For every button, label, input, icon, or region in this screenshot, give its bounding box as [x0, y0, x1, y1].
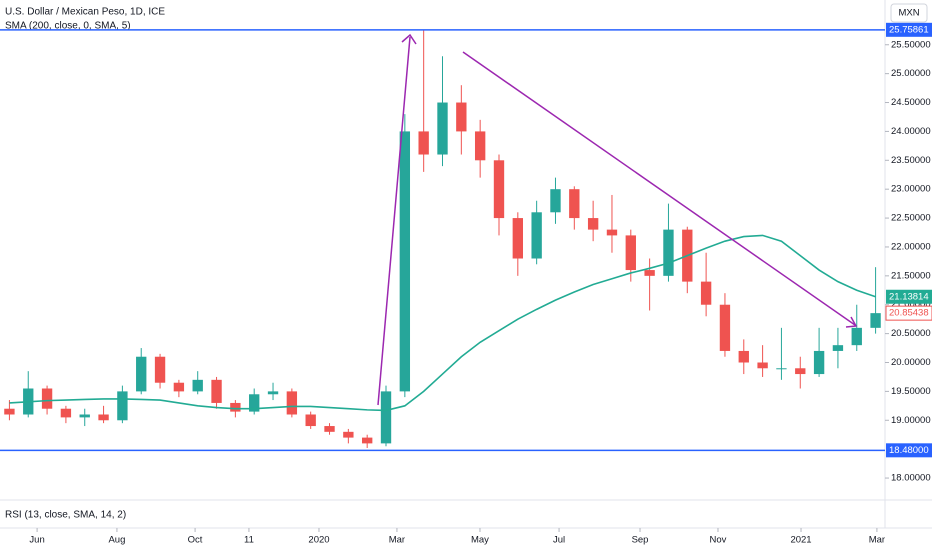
candle-body [267, 391, 279, 395]
currency-button[interactable] [890, 3, 928, 23]
rsi-label: RSI (13, close, SMA, 14, 2) [5, 510, 126, 521]
candle-body [324, 426, 335, 432]
indicator-label: SMA (200, close, 0, SMA, 5) [5, 21, 131, 32]
price-tag-label: 18.48000 [889, 445, 929, 456]
arrow-head [845, 316, 858, 328]
y-tick-label: 21.50000 [891, 270, 931, 281]
y-tick-label: 18.00000 [891, 473, 931, 484]
candle-body [437, 102, 448, 155]
candle-body [380, 391, 392, 444]
x-tick-label: 11 [244, 535, 254, 546]
x-tick-label: Jun [29, 535, 44, 546]
candle-body [832, 345, 844, 351]
trend-arrow [462, 51, 856, 326]
trend-arrow [377, 36, 411, 406]
price-tag [886, 443, 932, 458]
candle-body [60, 408, 72, 418]
candle-body [41, 388, 53, 409]
x-tick-label: Aug [108, 535, 125, 546]
y-tick-label: 23.00000 [891, 184, 931, 195]
candle-body [644, 270, 655, 276]
candle-body [211, 379, 222, 403]
candle-body [192, 379, 203, 392]
sma-tag [886, 289, 932, 304]
candle-body [343, 431, 354, 438]
candle-body [587, 218, 599, 230]
y-tick-label: 24.50000 [891, 97, 931, 108]
candle-body [550, 189, 561, 213]
candle-body [700, 281, 712, 305]
candle-body [230, 402, 241, 412]
x-tick-label: Mar [869, 535, 885, 546]
candle-body [512, 218, 523, 259]
close-tag [885, 305, 932, 321]
x-tick-label: Nov [710, 535, 727, 546]
candle-body [625, 235, 636, 271]
y-tick-label: 23.50000 [891, 155, 931, 166]
candle-body [738, 350, 749, 363]
candle-body [776, 368, 787, 370]
x-tick-label: Mar [389, 535, 405, 546]
plot [4, 29, 881, 449]
candle-body [606, 229, 618, 236]
candle-body [249, 394, 260, 412]
chart-title: U.S. Dollar / Mexican Peso, 1D, ICE [5, 7, 165, 18]
y-tick-label: 21.00000 [891, 299, 931, 310]
candle-body [795, 368, 806, 375]
candle-body [154, 356, 166, 383]
y-tick-label: 20.00000 [891, 357, 931, 368]
y-tick-label: 22.00000 [891, 241, 931, 252]
y-tick-label: 19.00000 [891, 415, 931, 426]
x-tick-label: May [471, 535, 489, 546]
arrow-head [401, 33, 417, 45]
x-tick-label: Sep [632, 535, 649, 546]
candle-body [4, 408, 15, 415]
candle-body [456, 102, 467, 132]
y-tick-label: 19.50000 [891, 386, 931, 397]
candle-body [362, 437, 373, 444]
x-tick-label: 2021 [790, 535, 811, 546]
candle-body [493, 160, 505, 219]
candle-body [117, 391, 128, 421]
currency-label[interactable]: MXN [898, 8, 919, 19]
candle-body [286, 391, 298, 415]
price-tag [886, 22, 932, 37]
y-tick-label: 22.50000 [891, 213, 931, 224]
candle-body [418, 131, 429, 155]
y-tick-label: 25.50000 [891, 39, 931, 50]
drawings [377, 33, 858, 406]
candle-body [870, 313, 881, 328]
candle-body [136, 356, 147, 392]
x-tick-label: 2020 [308, 535, 329, 546]
sma-tag-label: 21.13814 [889, 291, 929, 302]
price-tag-label: 25.75861 [889, 24, 929, 35]
x-tick-label: Jul [553, 535, 565, 546]
candle-body [851, 327, 862, 346]
candle-body [569, 189, 580, 219]
candle-body [531, 212, 542, 259]
candle-body [399, 131, 411, 392]
candle-body [474, 131, 486, 161]
y-tick-label: 25.00000 [891, 68, 931, 79]
candle-body [813, 350, 825, 375]
y-tick-label: 20.50000 [891, 328, 931, 339]
y-tick-label: 24.00000 [891, 126, 931, 137]
close-tag-label: 20.85438 [889, 308, 929, 319]
x-tick-label: Oct [188, 535, 203, 546]
candle-body [757, 362, 768, 369]
candle-body [719, 304, 731, 351]
candle-body [305, 414, 316, 427]
candle-body [663, 229, 674, 276]
candle-body [173, 382, 185, 392]
candle-body [79, 414, 90, 418]
candle-body [98, 414, 109, 421]
